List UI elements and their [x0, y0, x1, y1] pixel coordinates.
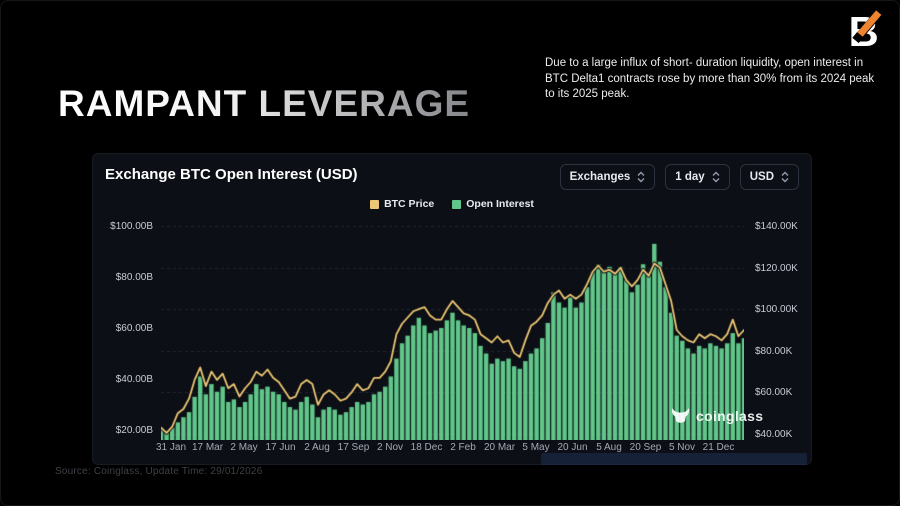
- legend-item-open-interest[interactable]: Open Interest: [452, 198, 534, 210]
- x-axis-label: 17 Jun: [265, 442, 296, 453]
- dropdown-currency[interactable]: USD: [739, 164, 799, 190]
- y-axis-label-right: $100.00K: [755, 304, 798, 316]
- x-axis-label: 17 Sep: [337, 442, 370, 453]
- bull-icon: [671, 408, 690, 423]
- description-text: Due to a large influx of short- duration…: [545, 57, 875, 100]
- x-axis-label: 17 Mar: [191, 442, 224, 453]
- x-axis-label: 21 Dec: [702, 442, 735, 453]
- x-axis-label: 20 Jun: [557, 442, 588, 453]
- logo-b-icon: B: [849, 7, 885, 55]
- x-axis-label: 18 Dec: [410, 442, 443, 453]
- legend-swatch-btc-price: [370, 199, 380, 209]
- chart-controls: Exchanges 1 day USD: [559, 164, 799, 190]
- chart-title: Exchange BTC Open Interest (USD): [105, 166, 358, 183]
- x-axis-label: 20 Sep: [629, 442, 662, 453]
- x-axis-label: 5 Nov: [668, 442, 696, 453]
- watermark-text: coinglass: [696, 408, 764, 424]
- y-axis-label-right: $120.00K: [755, 262, 798, 274]
- timeline-highlight[interactable]: [541, 453, 807, 465]
- y-axis-label-left: $100.00B: [110, 221, 153, 232]
- coinglass-watermark: coinglass: [671, 407, 763, 425]
- price-open-interest-chart[interactable]: [161, 219, 744, 440]
- chevron-updown-icon: [781, 171, 789, 183]
- y-axis-label-right: $60.00K: [755, 387, 793, 399]
- dropdown-exchanges[interactable]: Exchanges: [559, 164, 656, 190]
- x-axis-label: 2 Nov: [376, 442, 404, 453]
- x-axis-label: 20 Mar: [483, 442, 516, 453]
- y-axis-label-right: $40.00K: [755, 429, 793, 440]
- legend-label-open-interest: Open Interest: [466, 198, 534, 210]
- x-axis-label: 5 May: [522, 442, 550, 453]
- x-axis-label: 5 Aug: [596, 442, 622, 453]
- legend-item-btc-price[interactable]: BTC Price: [370, 198, 434, 210]
- dropdown-exchanges-label: Exchanges: [569, 171, 631, 183]
- y-axis-label-left: $20.00B: [115, 425, 153, 436]
- y-axis-label-left: $40.00B: [115, 374, 153, 385]
- slide-title: RAMPANT LEVERAGE: [58, 82, 471, 124]
- legend: BTC Price Open Interest: [93, 198, 811, 210]
- legend-swatch-open-interest: [452, 199, 462, 209]
- x-axis-label: 2 Aug: [304, 442, 330, 453]
- legend-label-btc-price: BTC Price: [384, 198, 435, 210]
- y-axis-label-left: $60.00B: [115, 323, 153, 334]
- dropdown-currency-label: USD: [749, 171, 774, 183]
- source-note: Source: Coinglass, Update Time: 29/01/20…: [55, 466, 263, 477]
- x-axis-label: 31 Jan: [155, 442, 187, 453]
- y-axis-label-right: $140.00K: [755, 221, 798, 232]
- y-axis-label-right: $80.00K: [755, 345, 793, 357]
- chevron-updown-icon: [712, 171, 720, 183]
- dropdown-interval-label: 1 day: [675, 171, 705, 183]
- chevron-updown-icon: [637, 171, 645, 183]
- x-axis-label: 2 Feb: [450, 442, 476, 453]
- x-axis-label: 2 May: [230, 442, 258, 453]
- y-axis-label-left: $80.00B: [115, 272, 153, 283]
- chart-card: Exchange BTC Open Interest (USD) Exchang…: [92, 153, 812, 465]
- brand-logo: B: [845, 7, 887, 55]
- dropdown-interval[interactable]: 1 day: [665, 164, 730, 190]
